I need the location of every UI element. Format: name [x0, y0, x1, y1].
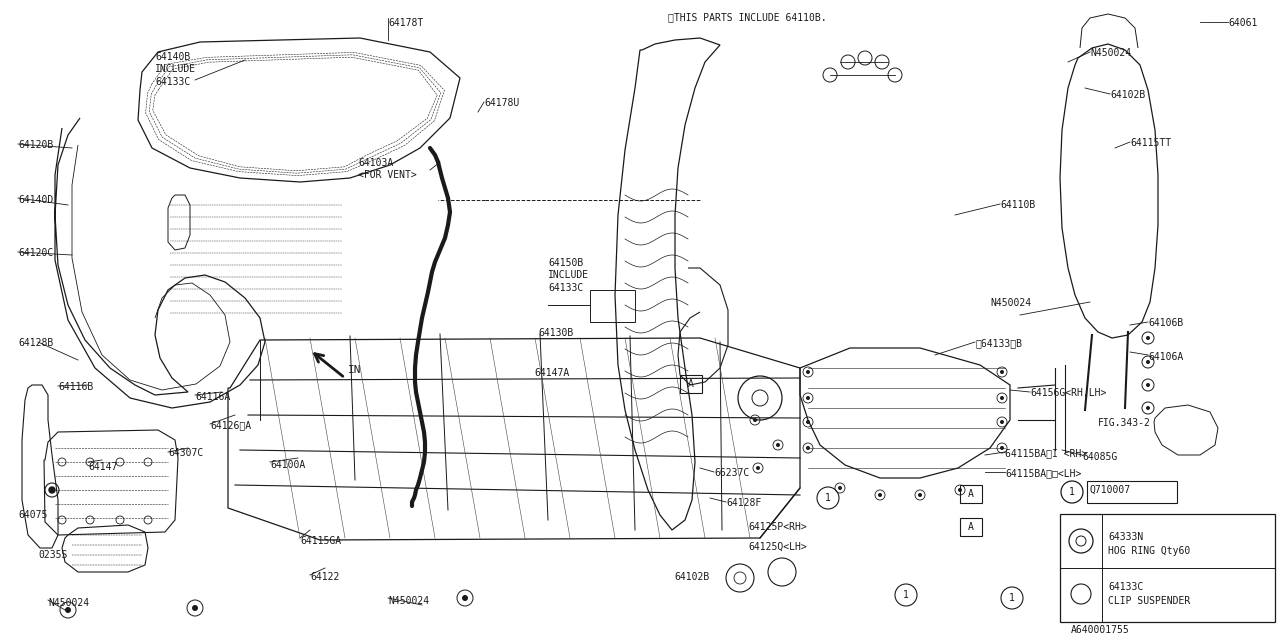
Circle shape	[1000, 370, 1004, 374]
Text: HOG RING Qty60: HOG RING Qty60	[1108, 546, 1190, 556]
Text: 64147A: 64147A	[534, 368, 570, 378]
Circle shape	[918, 493, 922, 497]
Circle shape	[806, 370, 810, 374]
Text: 64075: 64075	[18, 510, 47, 520]
Text: 64307C: 64307C	[168, 448, 204, 458]
Text: 64103A
<FOR VENT>: 64103A <FOR VENT>	[358, 158, 417, 180]
Text: A: A	[968, 522, 974, 532]
Text: 64115BA⁂I <RH>: 64115BA⁂I <RH>	[1005, 448, 1087, 458]
Circle shape	[462, 595, 468, 601]
Bar	[960, 485, 982, 503]
Text: FIG.343-2: FIG.343-2	[1098, 418, 1151, 428]
Text: N450024: N450024	[1091, 48, 1132, 58]
Text: 1: 1	[904, 590, 909, 600]
Text: 64106A: 64106A	[1148, 352, 1183, 362]
Text: 66237C: 66237C	[714, 468, 749, 478]
Text: 64110B: 64110B	[1000, 200, 1036, 210]
Text: IN: IN	[348, 365, 361, 375]
Circle shape	[1146, 406, 1149, 410]
Text: 64115TT: 64115TT	[1130, 138, 1171, 148]
Text: 64061: 64061	[1228, 18, 1257, 28]
Text: 64120B: 64120B	[18, 140, 54, 150]
Text: 64125Q<LH>: 64125Q<LH>	[748, 542, 806, 552]
Circle shape	[1146, 336, 1149, 340]
Circle shape	[1146, 383, 1149, 387]
Circle shape	[49, 487, 55, 493]
Circle shape	[776, 443, 780, 447]
Text: A: A	[968, 489, 974, 499]
Text: A: A	[689, 379, 694, 389]
Text: 64125P<RH>: 64125P<RH>	[748, 522, 806, 532]
Text: 64102B: 64102B	[675, 572, 709, 582]
Circle shape	[838, 486, 842, 490]
Text: N450024: N450024	[49, 598, 90, 608]
Text: 64116B: 64116B	[58, 382, 93, 392]
Text: 64130B: 64130B	[538, 328, 573, 338]
Circle shape	[1146, 360, 1149, 364]
Text: N450024: N450024	[989, 298, 1032, 308]
Text: 64085G: 64085G	[1082, 452, 1117, 462]
Circle shape	[1000, 446, 1004, 450]
Circle shape	[192, 605, 198, 611]
Text: 64106B: 64106B	[1148, 318, 1183, 328]
Circle shape	[753, 418, 756, 422]
Circle shape	[806, 420, 810, 424]
Text: 64100A: 64100A	[270, 460, 305, 470]
Bar	[680, 375, 701, 393]
Circle shape	[65, 607, 70, 613]
Text: 64102B: 64102B	[1110, 90, 1146, 100]
Text: 1: 1	[826, 493, 831, 503]
Text: Q710007: Q710007	[1091, 485, 1132, 495]
Text: 64116A: 64116A	[195, 392, 230, 402]
Text: ※THIS PARTS INCLUDE 64110B.: ※THIS PARTS INCLUDE 64110B.	[668, 12, 827, 22]
Text: A640001755: A640001755	[1070, 625, 1129, 635]
Bar	[960, 518, 982, 536]
Circle shape	[1000, 420, 1004, 424]
Circle shape	[957, 488, 963, 492]
Bar	[1060, 514, 1275, 622]
Circle shape	[1000, 396, 1004, 400]
Text: N450024: N450024	[388, 596, 429, 606]
Text: 64150B
INCLUDE
64133C: 64150B INCLUDE 64133C	[548, 258, 589, 293]
Circle shape	[756, 466, 760, 470]
Text: 0235S: 0235S	[38, 550, 68, 560]
Bar	[590, 290, 635, 322]
Text: 64140D: 64140D	[18, 195, 54, 205]
Circle shape	[806, 396, 810, 400]
Text: CLIP SUSPENDER: CLIP SUSPENDER	[1108, 596, 1190, 606]
Text: 64178U: 64178U	[484, 98, 520, 108]
Text: 64128F: 64128F	[726, 498, 762, 508]
Text: 64115GA: 64115GA	[300, 536, 342, 546]
Text: 64156G<RH,LH>: 64156G<RH,LH>	[1030, 388, 1106, 398]
Text: 1: 1	[1069, 487, 1075, 497]
Text: 64133C: 64133C	[1108, 582, 1143, 592]
Text: 1: 1	[1009, 593, 1015, 603]
Text: ⁂64133⁂B: ⁂64133⁂B	[975, 338, 1021, 348]
Text: 64126⁂A: 64126⁂A	[210, 420, 251, 430]
Text: 64178T: 64178T	[388, 18, 424, 28]
Bar	[1087, 481, 1178, 503]
Text: 64128B: 64128B	[18, 338, 54, 348]
Text: 64115BA⁂□<LH>: 64115BA⁂□<LH>	[1005, 468, 1082, 478]
Text: 64147: 64147	[88, 462, 118, 472]
Text: 64120C: 64120C	[18, 248, 54, 258]
Text: 64122: 64122	[310, 572, 339, 582]
Text: 64140B
INCLUDE
64133C: 64140B INCLUDE 64133C	[155, 52, 196, 87]
Circle shape	[878, 493, 882, 497]
Circle shape	[806, 446, 810, 450]
Text: 64333N: 64333N	[1108, 532, 1143, 542]
